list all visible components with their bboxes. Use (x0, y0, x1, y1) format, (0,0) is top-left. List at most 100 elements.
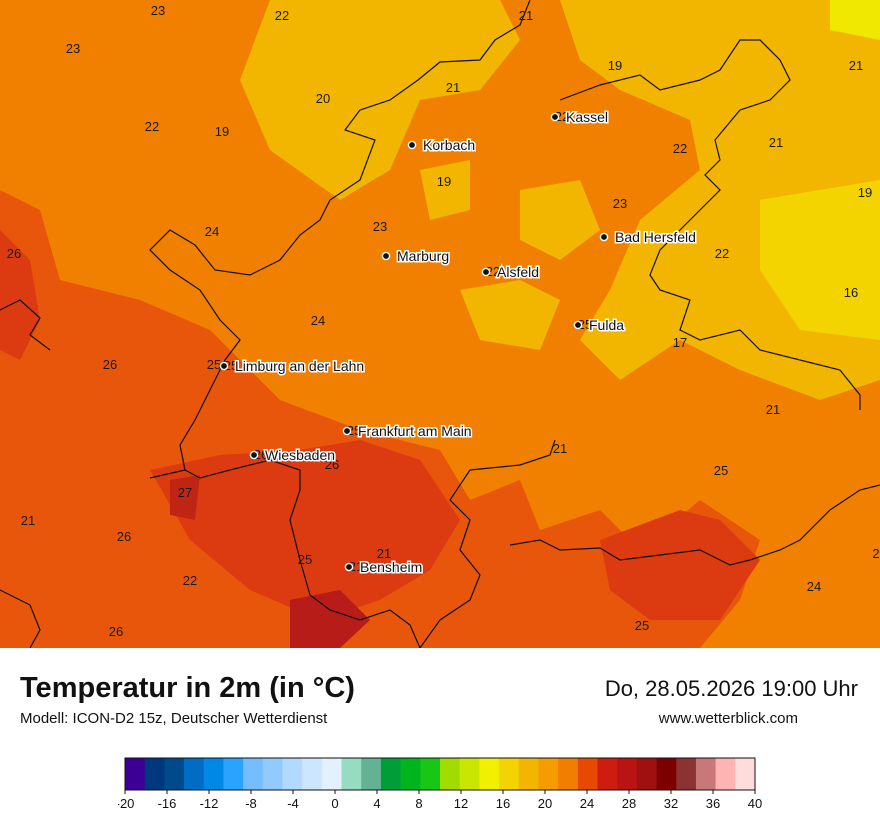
legend-swatch (597, 758, 618, 790)
city-temperature-value: 22 (486, 264, 500, 279)
city-temperature-value: 25 (578, 317, 592, 332)
border-lines (0, 0, 880, 648)
city-temperature-value: 21 (349, 559, 363, 574)
color-legend: -20 -16 -12 -8 -4 0 4 8 12 16 20 24 28 32 36 40 (118, 757, 762, 811)
city-temperature-value: 22 (555, 109, 569, 124)
legend-tick-label: 32 (664, 796, 678, 811)
legend-swatch (577, 758, 598, 790)
city-dot (344, 562, 354, 572)
hot-zone-rhine (150, 440, 460, 620)
temperature-value-label: 25 (714, 463, 728, 478)
temperature-value-label: 24 (807, 579, 821, 594)
legend-tick-label: 20 (538, 796, 552, 811)
city-name-label: Korbach (423, 137, 475, 153)
temperature-value-label: 21 (519, 8, 533, 23)
legend-swatch (262, 758, 283, 790)
legend-swatch (302, 758, 323, 790)
legend-tick-label: -8 (245, 796, 257, 811)
temperature-value-label: 24 (205, 224, 219, 239)
temperature-value-label: 26 (325, 457, 339, 472)
coolest-zone-rhoen (760, 180, 880, 340)
city-name-label: Bad Hersfeld (615, 229, 696, 245)
temperature-value-label: 19 (608, 58, 622, 73)
city-temperature-value: 26 (254, 447, 268, 462)
city-name-label: Marburg (397, 248, 449, 264)
legend-swatch (361, 758, 382, 790)
legend-swatch (538, 758, 559, 790)
temperature-value-label: 24 (311, 313, 325, 328)
city-name-label: Fulda (589, 317, 624, 333)
temperature-value-label: 21 (766, 402, 780, 417)
temperature-value-label: 19 (858, 185, 872, 200)
city-name-label: Frankfurt am Main (358, 423, 472, 439)
temperature-value-label: 21 (446, 80, 460, 95)
legend-swatch (459, 758, 480, 790)
map-title: Temperatur in 2m (in °C) (20, 672, 355, 704)
legend-tick-label: 40 (748, 796, 762, 811)
state-border-east (559, 39, 861, 410)
temperature-value-label: 20 (316, 91, 330, 106)
temperature-value-label: 26 (103, 357, 117, 372)
legend-tick-label: -20 (118, 796, 134, 811)
legend-swatch (499, 758, 520, 790)
legend-swatch (420, 758, 441, 790)
temperature-value-label: 21 (21, 513, 35, 528)
legend-swatch (203, 758, 224, 790)
legend-swatch (341, 758, 362, 790)
legend-swatch (440, 758, 461, 790)
temperature-value-label: 21 (849, 58, 863, 73)
legend-frame (124, 757, 756, 791)
temperature-value-label: 22 (673, 141, 687, 156)
city-dot (481, 267, 491, 277)
temperature-value-label: 25 (635, 618, 649, 633)
legend-swatch (715, 758, 736, 790)
temperature-value-label: 21 (553, 441, 567, 456)
temperature-value-label: 25 (298, 552, 312, 567)
hot-zone-west (0, 230, 40, 360)
legend-swatch (656, 758, 677, 790)
state-border-mainz (149, 469, 186, 479)
forecast-datetime: Do, 28.05.2026 19:00 Uhr (604, 676, 858, 701)
legend-swatch (558, 758, 579, 790)
cool-zone-central (520, 180, 600, 260)
city-dot (219, 361, 229, 371)
model-source: Modell: ICON-D2 15z, Deutscher Wetterdie… (20, 710, 328, 727)
legend-swatch (380, 758, 402, 790)
legend-swatch (518, 758, 539, 790)
website-link[interactable]: www.wetterblick.com (658, 710, 798, 727)
temperature-value-label: 21 (377, 546, 391, 561)
legend-swatch (164, 758, 185, 790)
legend-swatch (125, 758, 146, 790)
legend-tick-label: 16 (496, 796, 510, 811)
city-name-label: Limburg an der Lahn (235, 358, 364, 374)
temperature-labels: 23 22 21 23 21 19 21 20 22 19 22 21 19 19 23 24 23 26 22 16… (7, 3, 880, 639)
city-dot (342, 426, 352, 436)
legend-swatch (695, 758, 717, 790)
legend-swatch (321, 758, 342, 790)
legend-swatch (400, 758, 421, 790)
legend-swatch (676, 758, 697, 790)
legend-swatch (479, 758, 500, 790)
cool-zone-korbach (420, 160, 470, 220)
legend-tick-label: 0 (331, 796, 338, 811)
city-dot (249, 450, 259, 460)
legend-tick-label: 28 (622, 796, 636, 811)
city-dot (573, 320, 583, 330)
legend-tick-label: 24 (580, 796, 594, 811)
legend-tick-label: -4 (287, 796, 299, 811)
city-name-label: Alsfeld (497, 264, 539, 280)
legend-tick-label: 36 (706, 796, 720, 811)
legend-swatch (735, 758, 756, 790)
temperature-value-label: 26 (109, 624, 123, 639)
legend-swatch (223, 758, 244, 790)
temperature-value-label: 2 (872, 546, 879, 561)
temperature-value-label: 26 (7, 246, 21, 261)
state-border-hesse (149, 0, 531, 648)
city-dot (381, 251, 391, 261)
